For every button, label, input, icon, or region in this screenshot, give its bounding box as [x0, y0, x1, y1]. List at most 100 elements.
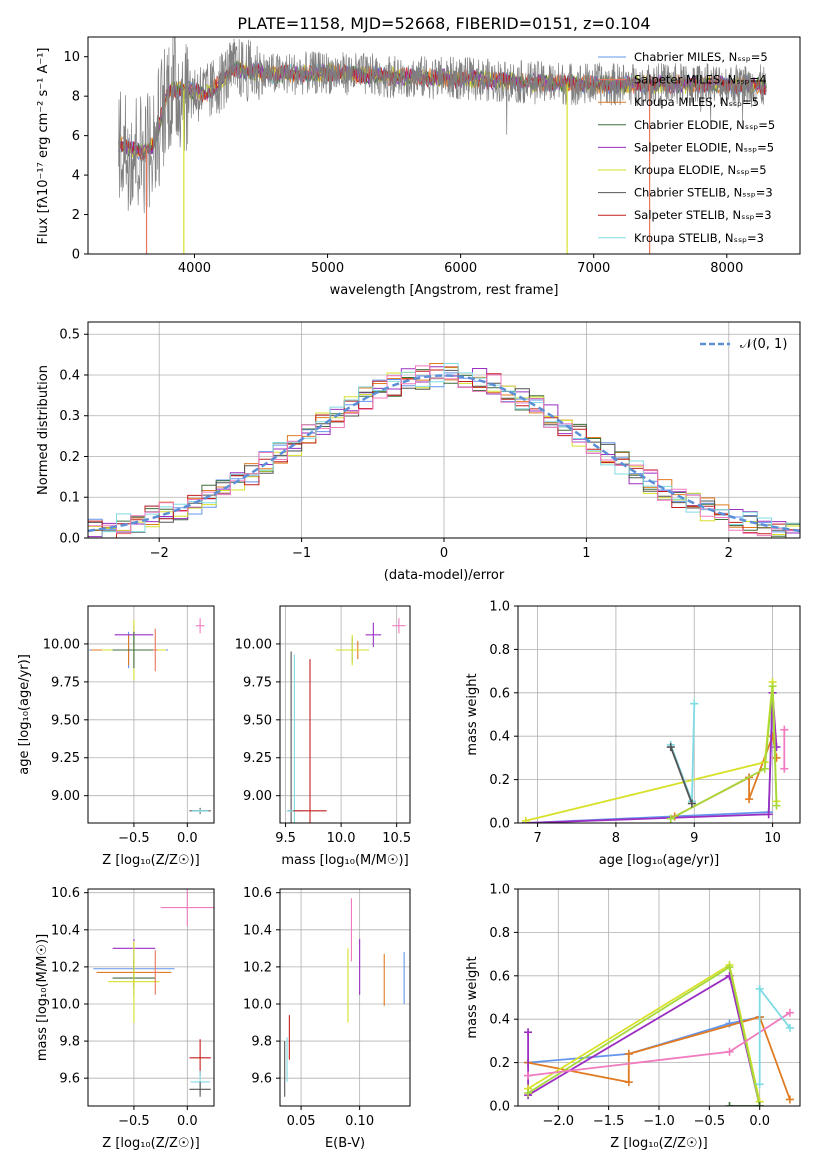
spectrum-ytick-label: 6: [72, 129, 80, 144]
weight-vs-age-ylabel: mass weight: [465, 673, 480, 755]
weight-vs-age-panel: 7 8 9 10 0.0 0.2 0.4 0.6 0.8 1.0 age [log₁₀(age/yr…: [465, 600, 801, 868]
age-vs-mass-xtick-label: 9.5: [275, 831, 296, 846]
age-vs-mass-xtick-label: 10.5: [382, 831, 411, 846]
age-vs-metallicity-xtick-label: −0.5: [118, 831, 150, 846]
weight-vs-age-ytick-label: 0.2: [489, 773, 510, 788]
mass-vs-ebv-axes-frame: [279, 888, 411, 1107]
residual-xtick-label: 1: [582, 546, 590, 561]
spectrum-legend-label: Chabrier STELIB, Nₛₛₚ=3: [634, 186, 773, 200]
weight-vs-metallicity-ytick-label: 0.2: [489, 1056, 510, 1071]
spectrum-ylabel: Flux [fλ10⁻¹⁷ erg cm⁻² s⁻¹ A⁻¹]: [36, 48, 51, 245]
age-vs-mass-ytick-label: 9.50: [243, 713, 272, 728]
weight-vs-metallicity-series-line: [527, 963, 761, 1102]
spectrum-ytick-label: 8: [72, 90, 80, 105]
weight-vs-age-xtick-label: 10: [764, 831, 781, 846]
age-vs-mass-xtick-label: 10.0: [327, 831, 356, 846]
spectrum-ytick-label: 4: [72, 169, 80, 184]
residual-ylabel: Normed distribution: [36, 365, 51, 495]
age-vs-mass-ytick-label: 10.00: [235, 637, 272, 652]
weight-vs-age-axes-frame: [517, 605, 801, 824]
weight-vs-metallicity-marks: [524, 960, 794, 1106]
mass-vs-ebv-ytick-label: 10.4: [243, 923, 272, 938]
weight-vs-age-series-line: [669, 746, 693, 804]
spectrum-lines: [118, 37, 767, 254]
weight-vs-age-series-line: [669, 703, 696, 802]
mass-vs-metallicity-panel: −0.5 0.0 9.6 9.8 10.0 10.2 10.4 10.6 Z [log₁₀(Z/…: [35, 886, 215, 1151]
mass-vs-metallicity-xtick-label: −0.5: [118, 1114, 150, 1129]
mass-vs-ebv-ytick-label: 9.6: [251, 1072, 272, 1087]
mass-vs-ebv-ytick-label: 10.0: [243, 997, 272, 1012]
residual-xtick-label: −1: [292, 546, 311, 561]
mass-vs-ebv-xtick-label: 0.05: [287, 1114, 316, 1129]
age-vs-metallicity-ytick-label: 9.25: [51, 751, 80, 766]
spectrum-panel: PLATE=1158, MJD=52668, FIBERID=0151, z=0…: [36, 14, 801, 298]
spectrum-ytick-label: 10: [63, 50, 80, 65]
spectrum-xtick-label: 5000: [311, 261, 344, 276]
spectrum-axes-frame: [87, 36, 801, 255]
mass-vs-metallicity-ytick-label: 9.8: [59, 1035, 80, 1050]
mass-vs-ebv-ytick-label: 9.8: [251, 1035, 272, 1050]
spectrum-title: PLATE=1158, MJD=52668, FIBERID=0151, z=0…: [237, 14, 650, 33]
residual-ticks: −2 −1 0 1 2 0.0 0.1 0.2 0.3 0.4 0.5: [59, 328, 733, 561]
weight-vs-metallicity-xtick-label: 0.0: [749, 1114, 770, 1129]
age-vs-mass-ytick-label: 9.25: [243, 751, 272, 766]
residual-histograms: [88, 363, 800, 538]
weight-vs-metallicity-ytick-label: 0.8: [489, 926, 510, 941]
age-vs-metallicity-ytick-label: 9.75: [51, 675, 80, 690]
parameter-panels: −0.5 0.0 9.00 9.25 9.50 9.75 10.00 Z [log₁₀(Z/Z…: [17, 600, 801, 1151]
residual-ytick-label: 0.5: [59, 328, 80, 343]
weight-vs-metallicity-series-line: [527, 974, 761, 1106]
residual-ytick-label: 0.2: [59, 450, 80, 465]
mass-vs-metallicity-xlabel: Z [log₁₀(Z/Z☉)]: [102, 1136, 199, 1151]
weight-vs-metallicity-xtick-label: −2.0: [542, 1114, 574, 1129]
weight-vs-metallicity-ytick-label: 0.6: [489, 969, 510, 984]
age-vs-metallicity-axes-frame: [87, 605, 215, 824]
mass-vs-ebv-ytick-label: 10.2: [243, 960, 272, 975]
spectrum-legend-label: Kroupa MILES, Nₛₛₚ=5: [634, 95, 759, 109]
weight-vs-age-series-line: [525, 692, 774, 823]
weight-vs-age-ytick-label: 0.0: [489, 817, 510, 832]
weight-vs-metallicity-ytick-label: 0.4: [489, 1013, 510, 1028]
weight-vs-age-ytick-label: 0.6: [489, 686, 510, 701]
residual-xlabel: (data-model)/error: [384, 568, 505, 583]
age-vs-metallicity-ytick-label: 9.50: [51, 713, 80, 728]
spectrum-xtick-label: 4000: [178, 261, 211, 276]
age-vs-metallicity-ytick-label: 10.00: [43, 637, 80, 652]
weight-vs-metallicity-ytick-label: 0.0: [489, 1100, 510, 1115]
spectrum-xlabel: wavelength [Angstrom, rest frame]: [330, 283, 559, 298]
age-vs-mass-ytick-label: 9.75: [243, 675, 272, 690]
weight-vs-metallicity-ylabel: mass weight: [465, 956, 480, 1038]
weight-vs-age-xlabel: age [log₁₀(age/yr)]: [599, 853, 720, 868]
age-vs-metallicity-marks: [89, 618, 211, 814]
age-vs-metallicity-xtick-label: 0.0: [177, 831, 198, 846]
age-vs-metallicity-panel: −0.5 0.0 9.00 9.25 9.50 9.75 10.00 Z [log₁₀(Z/Z…: [17, 605, 215, 868]
observed-spectrum-line: [118, 37, 767, 214]
weight-vs-metallicity-xtick-label: −1.5: [593, 1114, 625, 1129]
mass-vs-ebv-ytick-label: 10.6: [243, 886, 272, 901]
spectrum-xtick-label: 8000: [710, 261, 743, 276]
mass-vs-metallicity-ytick-label: 10.4: [51, 923, 80, 938]
spectrum-legend-label: Salpeter MILES, Nₛₛₚ=4: [634, 73, 767, 87]
spectrum-legend-label: Salpeter ELODIE, Nₛₛₚ=5: [634, 140, 774, 154]
mass-vs-metallicity-marks: [93, 889, 214, 1097]
residual-ytick-label: 0.4: [59, 368, 80, 383]
residual-panel: −2 −1 0 1 2 0.0 0.1 0.2 0.3 0.4 0.5 (data-model)/e…: [36, 321, 801, 583]
residual-legend: 𝒩(0, 1): [700, 337, 787, 352]
mass-vs-ebv-xlabel: E(B-V): [325, 1136, 365, 1151]
residual-legend-label: 𝒩(0, 1): [740, 337, 787, 352]
mass-vs-metallicity-ytick-label: 9.6: [59, 1072, 80, 1087]
mass-vs-ebv-marks: [284, 898, 405, 1097]
spectrum-legend-label: Chabrier ELODIE, Nₛₛₚ=5: [634, 118, 775, 132]
weight-vs-age-series-line: [670, 686, 778, 820]
residual-histogram-step-8: [88, 365, 800, 537]
mass-vs-metallicity-ytick-label: 10.2: [51, 960, 80, 975]
weight-vs-age-series-line: [674, 732, 778, 818]
residual-ytick-label: 0.3: [59, 409, 80, 424]
age-vs-metallicity-xlabel: Z [log₁₀(Z/Z☉)]: [102, 853, 199, 868]
mass-vs-ebv-xtick-label: 0.10: [345, 1114, 374, 1129]
mass-vs-ebv-panel: 0.05 0.10 9.6 9.8 10.0 10.2 10.4 10.6 E(B-V): [243, 886, 411, 1151]
weight-vs-age-ytick-label: 0.8: [489, 643, 510, 658]
weight-vs-age-xtick-label: 8: [612, 831, 620, 846]
weight-vs-age-xtick-label: 7: [533, 831, 541, 846]
